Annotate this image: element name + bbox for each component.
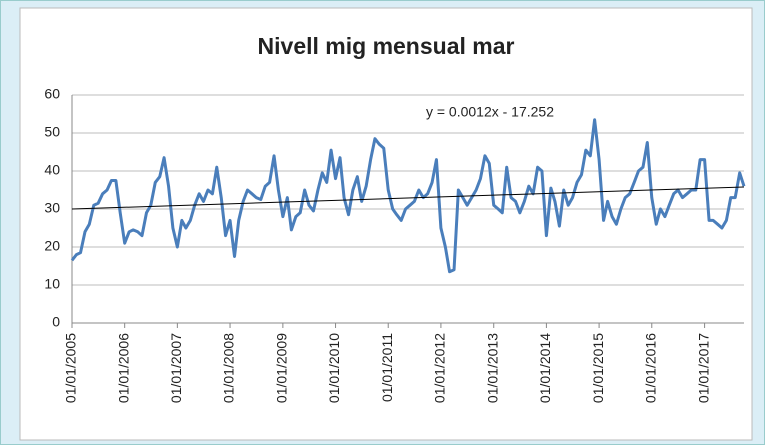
y-tick-label: 50 xyxy=(44,124,60,140)
chart-area xyxy=(19,7,753,441)
x-tick-label: 01/01/2016 xyxy=(642,333,658,403)
trendline xyxy=(71,186,745,210)
data-line xyxy=(70,118,746,274)
y-tick-label: 10 xyxy=(44,276,60,292)
y-tick-label: 0 xyxy=(52,314,60,330)
x-tick-label: 01/01/2008 xyxy=(221,333,237,403)
x-tick-label: 01/01/2011 xyxy=(379,333,395,402)
x-tick-label: 01/01/2007 xyxy=(168,333,184,403)
x-tick-label: 01/01/2010 xyxy=(326,333,342,403)
x-tick-label: 01/01/2014 xyxy=(537,333,553,403)
x-tick-label: 01/01/2017 xyxy=(695,333,711,403)
y-tick-label: 20 xyxy=(44,238,60,254)
x-tick-label: 01/01/2013 xyxy=(484,333,500,403)
x-tick-label: 01/01/2012 xyxy=(432,333,448,403)
x-tick-label: 01/01/2015 xyxy=(590,333,606,403)
x-tick-label: 01/01/2005 xyxy=(63,333,79,403)
chart-title: Nivell mig mensual mar xyxy=(258,33,515,59)
y-tick-label: 60 xyxy=(44,86,60,102)
y-tick-label: 30 xyxy=(44,200,60,216)
y-tick-label: 40 xyxy=(44,162,60,178)
x-tick-label: 01/01/2006 xyxy=(115,333,131,403)
trendline-label: y = 0.0012x - 17.252 xyxy=(426,104,554,120)
x-tick-label: 01/01/2009 xyxy=(274,333,290,403)
